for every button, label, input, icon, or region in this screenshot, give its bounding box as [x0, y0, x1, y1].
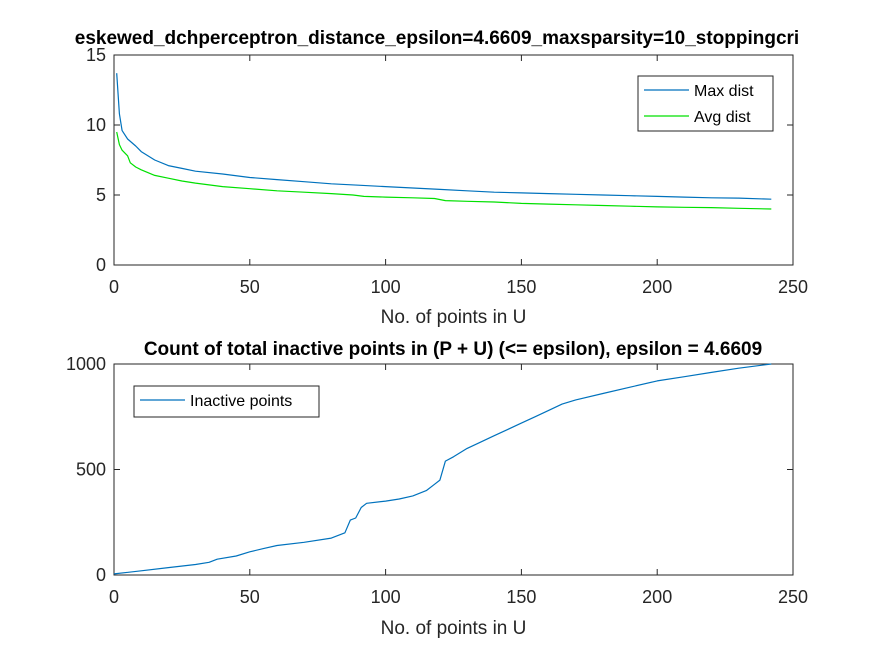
inactive-points-chart-legend-label: Inactive points — [190, 393, 292, 410]
inactive-points-chart-xtick-label: 100 — [371, 587, 401, 607]
distance-chart-legend-box — [637, 75, 774, 132]
distance-chart-title: eskewed_dchperceptron_distance_epsilon=4… — [75, 28, 799, 49]
inactive-points-chart-xtick-label: 200 — [642, 587, 672, 607]
distance-chart-legend-label: Avg dist — [694, 109, 751, 126]
inactive-points-chart-ytick-label: 1000 — [66, 354, 106, 374]
inactive-points-chart-title: Count of total inactive points in (P + U… — [144, 339, 762, 360]
distance-chart-xtick-label: 50 — [240, 277, 260, 297]
distance-chart: eskewed_dchperceptron_distance_epsilon=4… — [75, 28, 808, 328]
distance-chart-series-line-avg-dist — [116, 131, 772, 210]
distance-chart-xtick-label: 100 — [371, 277, 401, 297]
distance-chart-ytick-label: 10 — [86, 115, 106, 135]
inactive-points-chart-ytick-label: 500 — [76, 460, 106, 480]
inactive-points-chart: Count of total inactive points in (P + U… — [66, 339, 808, 639]
distance-chart-legend-label: Max dist — [694, 83, 754, 100]
inactive-points-chart-series-line-inactive-points — [113, 363, 772, 575]
inactive-points-chart-ytick-label: 0 — [96, 565, 106, 585]
distance-chart-xlabel: No. of points in U — [381, 307, 527, 328]
distance-chart-axes-box — [113, 54, 794, 266]
inactive-points-chart-xlabel: No. of points in U — [381, 618, 527, 639]
inactive-points-chart-legend-box — [133, 385, 320, 418]
distance-chart-xtick-label: 0 — [109, 277, 119, 297]
inactive-points-chart-xtick-label: 50 — [240, 587, 260, 607]
distance-chart-legend: Max dist Avg dist — [637, 75, 774, 132]
distance-chart-ticks: 0 50 100 150 200 250 0 5 10 15 — [86, 45, 808, 297]
distance-chart-ytick-label: 0 — [96, 255, 106, 275]
inactive-points-chart-series — [113, 363, 772, 575]
inactive-points-chart-legend: Inactive points — [133, 385, 320, 418]
distance-chart-series — [116, 73, 772, 210]
distance-chart-xtick-label: 150 — [506, 277, 536, 297]
inactive-points-chart-xtick-label: 0 — [109, 587, 119, 607]
inactive-points-chart-ticks: 0 50 100 150 200 250 0 500 1000 — [66, 354, 808, 607]
distance-chart-xtick-label: 250 — [778, 277, 808, 297]
inactive-points-chart-xtick-label: 150 — [506, 587, 536, 607]
distance-chart-series-line-max-dist — [116, 73, 772, 200]
distance-chart-ytick-label: 5 — [96, 185, 106, 205]
distance-chart-xtick-label: 200 — [642, 277, 672, 297]
distance-chart-ytick-label: 15 — [86, 45, 106, 65]
inactive-points-chart-xtick-label: 250 — [778, 587, 808, 607]
